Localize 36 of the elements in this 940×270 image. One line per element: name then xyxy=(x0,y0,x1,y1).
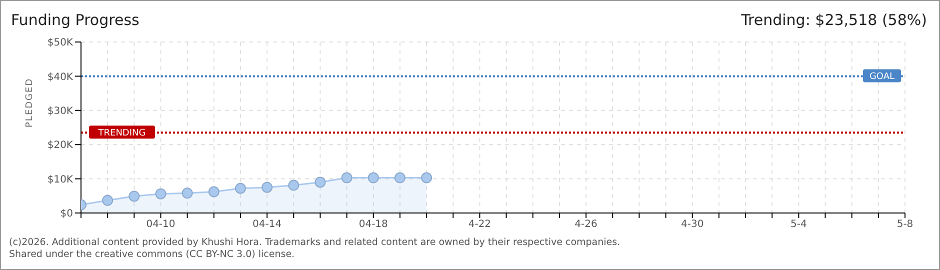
x-tick-label: 4-26 xyxy=(574,219,598,230)
point xyxy=(262,182,273,193)
point xyxy=(102,194,114,206)
y-tick-label: $40K xyxy=(47,72,74,83)
point xyxy=(182,188,193,199)
x-tick-label: 04-14 xyxy=(252,219,282,230)
x-tick-label: 5-4 xyxy=(790,219,807,230)
ref-line-label: GOAL xyxy=(869,72,895,82)
point xyxy=(394,172,406,184)
y-tick-label: $20K xyxy=(47,140,74,152)
x-tick-label: 5-8 xyxy=(896,219,914,230)
text: Shared under the creative commons (CC BY-NC 3.0) license. xyxy=(9,249,296,261)
y-tick-label: $50K xyxy=(47,38,74,49)
x-tick-label: 4-30 xyxy=(681,219,704,230)
point xyxy=(208,186,220,198)
chart-title: Funding Progress xyxy=(11,11,140,29)
y-axis-title: PLEDGED xyxy=(25,78,36,128)
point xyxy=(288,180,300,191)
point xyxy=(314,176,326,188)
text: (c)2026. Additional content provided by Khushi Hora. Trademarks and related content are owned by their respective companies. xyxy=(9,237,620,249)
y-tick-label: $30K xyxy=(47,106,74,117)
point xyxy=(155,188,166,200)
line-tag: TRENDING xyxy=(89,126,155,139)
line-tag: GOAL xyxy=(863,69,901,82)
chart-subtitle: Trending: $23,518 (58%) xyxy=(741,11,927,29)
point xyxy=(128,190,140,202)
point xyxy=(341,172,352,184)
y-tick-label: $10K xyxy=(47,174,74,186)
point xyxy=(234,182,246,194)
x-tick-label: 04-18 xyxy=(358,219,388,230)
x-tick-label: 04-10 xyxy=(146,219,176,230)
ref-line-label: TRENDING xyxy=(97,128,146,139)
point xyxy=(421,172,432,184)
x-tick-label: 4-22 xyxy=(468,219,492,230)
point xyxy=(368,172,379,184)
y-tick-label: $0 xyxy=(60,208,73,220)
